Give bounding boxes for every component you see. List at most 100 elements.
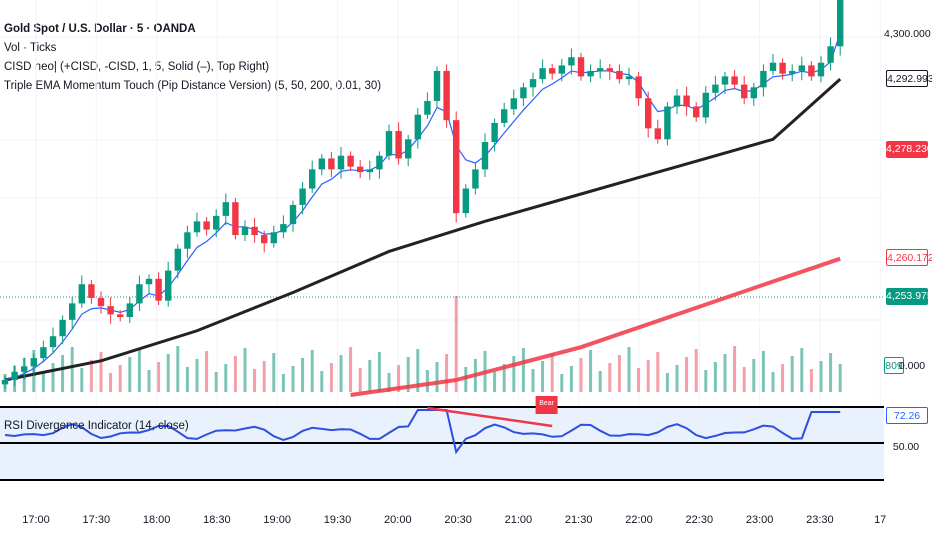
volume-bar [147, 370, 151, 392]
volume-bar [589, 350, 593, 392]
time-axis-label: 22:30 [685, 514, 714, 526]
volume-bar [493, 372, 497, 392]
cisd-indicator-label: CISD neo| (+CISD, -CISD, 1, 5, Solid (–)… [4, 61, 270, 73]
candle-body [337, 155, 345, 170]
ema5-line [4, 32, 841, 381]
candle-body [645, 98, 652, 129]
volume-bar [521, 348, 525, 392]
candle-body [1, 380, 9, 385]
volume-bar [176, 346, 180, 392]
volume-bar [809, 369, 813, 392]
time-axis-label: 21:00 [504, 514, 533, 526]
candle-body [673, 95, 681, 107]
price-label-4300: 4,300.000 [884, 28, 931, 40]
candle-body [145, 278, 153, 285]
candle-body [731, 76, 738, 85]
candle-body [69, 303, 76, 320]
volume-bar [733, 346, 737, 392]
volume-bar [109, 373, 113, 392]
candle-body [683, 95, 690, 107]
rsi-divergence-line [427, 406, 553, 428]
volume-bar [665, 373, 669, 392]
volume-bar [704, 370, 708, 392]
candle-body [414, 114, 421, 140]
volume-bar [550, 353, 554, 392]
candle-body [261, 235, 268, 244]
volume-bar [675, 365, 679, 392]
volume-bar [838, 364, 842, 392]
volume-bar [291, 366, 295, 392]
candle-body [491, 122, 498, 143]
time-axis-label: 17 [874, 514, 887, 526]
candle-body [193, 221, 201, 233]
volume-bar [627, 347, 631, 392]
volume-bar [358, 368, 362, 392]
volume-bar [137, 349, 141, 392]
candle-body [347, 155, 354, 167]
candle-body [654, 128, 661, 140]
candle-body [501, 109, 508, 123]
candle-body [30, 358, 37, 367]
candle-body [453, 120, 460, 214]
volume-bar [829, 353, 833, 392]
volume-bar [51, 363, 55, 392]
candle-body [11, 371, 18, 380]
volume-indicator-label: Vol · Ticks [4, 42, 57, 54]
volume-bar [61, 355, 65, 392]
volume-bar [214, 372, 218, 392]
candle-body [558, 65, 565, 74]
volume-bar [368, 360, 372, 392]
candle-body [568, 57, 575, 66]
volume-bar [790, 356, 794, 392]
volume-bar [166, 354, 170, 392]
volume-bar [685, 357, 689, 392]
candle-body [174, 248, 181, 271]
candle-body [606, 68, 613, 71]
candle-body [837, 0, 844, 47]
candle-body [510, 98, 517, 110]
ema200-line [455, 256, 841, 382]
candle-body [760, 70, 767, 88]
candle-body [549, 68, 556, 74]
volume-bar [89, 360, 93, 392]
ema50-line [4, 78, 842, 382]
volume-bar [752, 359, 756, 392]
candle-body [750, 87, 757, 99]
volume-bar [41, 371, 45, 392]
volume-zero-label: 0.000 [898, 360, 926, 372]
time-axis-label: 17:00 [22, 514, 50, 526]
volume-bar [253, 369, 257, 392]
candle-body [328, 158, 335, 170]
candle-body [625, 76, 633, 80]
candle-body [808, 65, 815, 77]
candle-body [366, 169, 373, 173]
volume-bar [185, 367, 189, 392]
candle-body [222, 202, 229, 216]
volume-bar [713, 362, 717, 392]
candle-body [165, 270, 172, 301]
volume-bar [301, 358, 305, 392]
volume-bar [435, 362, 439, 392]
time-axis-label: 19:00 [263, 514, 291, 526]
volume-bar [617, 355, 621, 392]
candle-body [357, 166, 364, 173]
time-axis-label: 21:30 [564, 514, 593, 526]
candle-body [184, 232, 191, 249]
ema-indicator-label: Triple EMA Momentum Touch (Pip Distance … [4, 80, 382, 92]
candle-body [769, 62, 777, 71]
candle-body [597, 68, 604, 71]
candle-body [712, 84, 719, 93]
time-axis-label: 18:00 [142, 514, 171, 526]
volume-bar [320, 371, 324, 392]
rsi-line [4, 409, 841, 455]
candle-body [433, 70, 441, 101]
candle-body [107, 306, 114, 315]
candle-body [251, 226, 258, 236]
candle-body [385, 131, 393, 156]
ema50-price-tag: 4,292.993 [886, 70, 932, 87]
volume-bar [800, 348, 804, 392]
candle-body [529, 79, 537, 88]
volume-bar [205, 351, 209, 392]
candle-body [203, 221, 210, 230]
